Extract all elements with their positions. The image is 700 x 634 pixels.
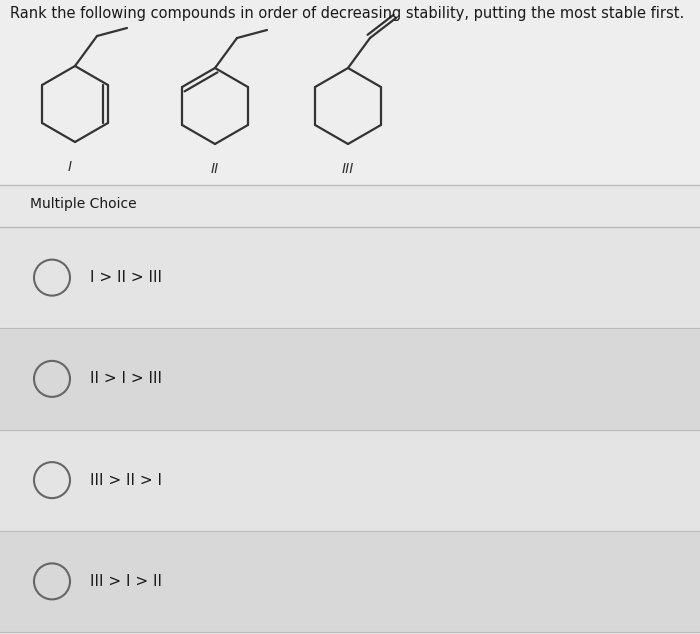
Text: I > II > III: I > II > III	[90, 270, 162, 285]
FancyBboxPatch shape	[0, 328, 700, 429]
FancyBboxPatch shape	[0, 429, 700, 531]
Text: Rank the following compounds in order of decreasing stability, putting the most : Rank the following compounds in order of…	[10, 6, 685, 21]
Text: III > II > I: III > II > I	[90, 472, 162, 488]
Text: II > I > III: II > I > III	[90, 372, 162, 386]
Text: I: I	[68, 160, 72, 174]
Text: III: III	[342, 162, 354, 176]
Text: Multiple Choice: Multiple Choice	[30, 197, 137, 211]
FancyBboxPatch shape	[0, 185, 700, 227]
FancyBboxPatch shape	[0, 0, 700, 185]
Text: II: II	[211, 162, 219, 176]
Text: III > I > II: III > I > II	[90, 574, 162, 589]
FancyBboxPatch shape	[0, 531, 700, 632]
FancyBboxPatch shape	[0, 227, 700, 328]
